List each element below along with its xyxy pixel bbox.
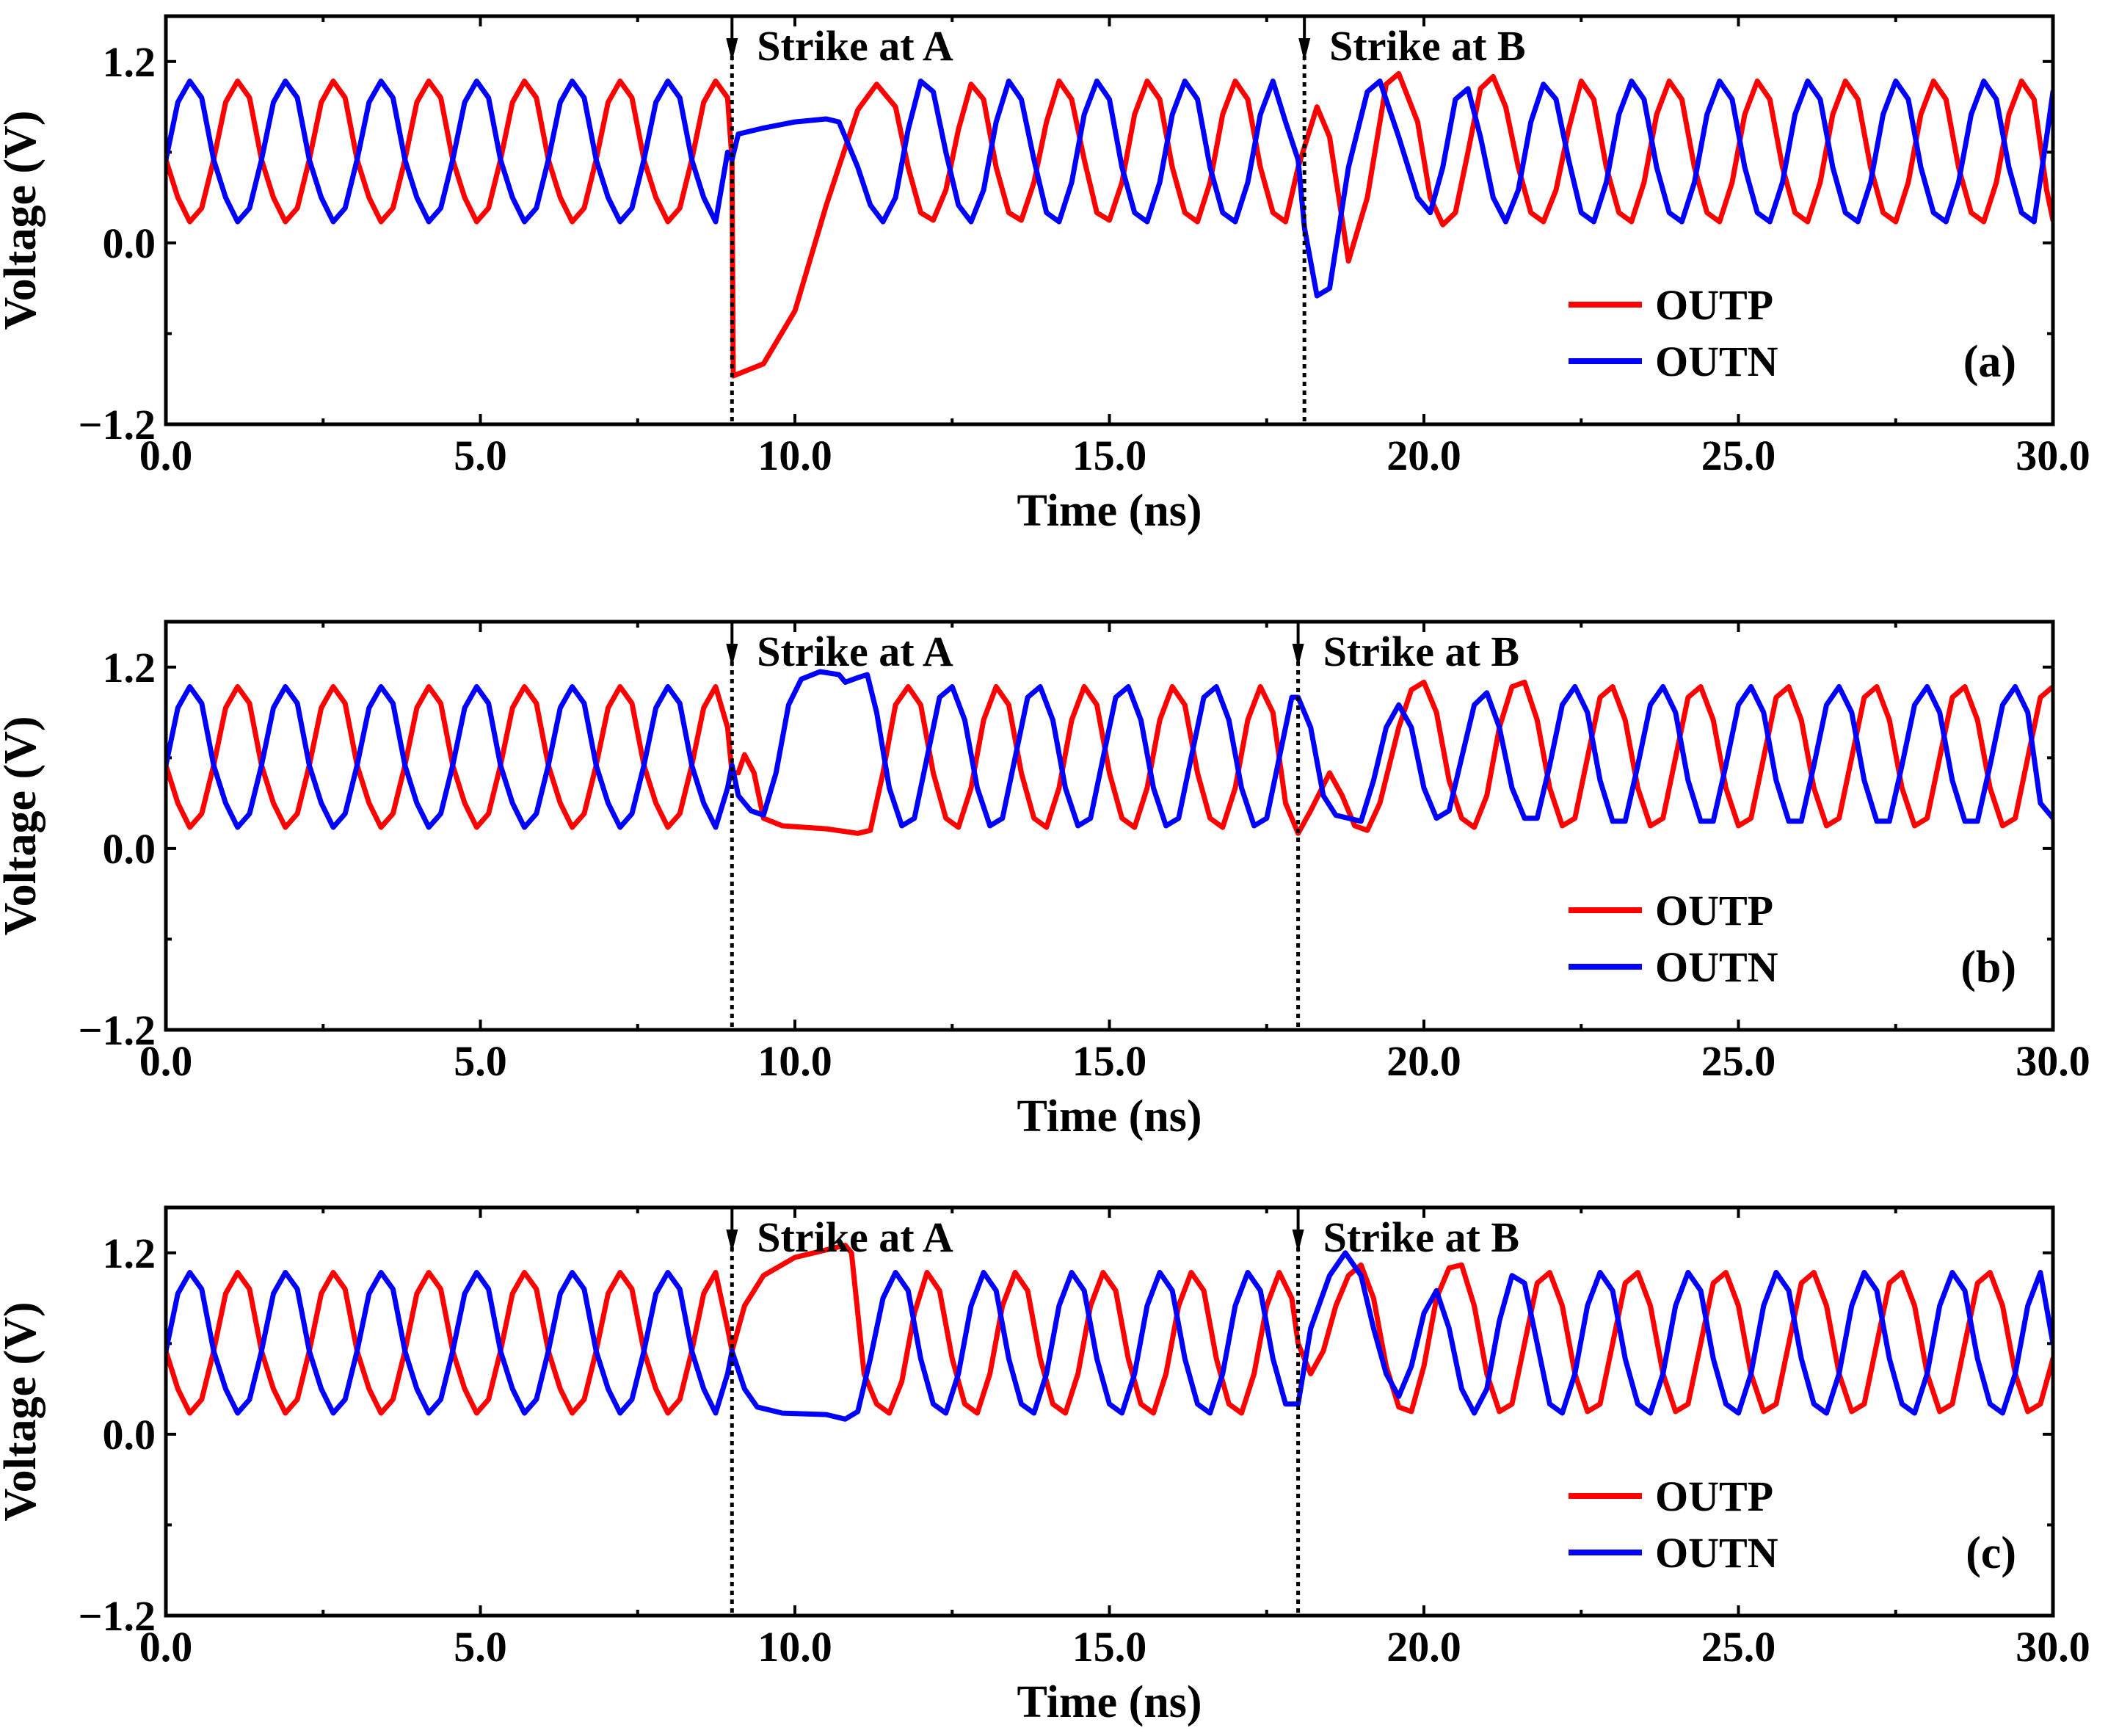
y-tick-label: −1.2 (78, 1592, 156, 1640)
series-outn-line (166, 1250, 2053, 1422)
down-arrow-icon (1292, 1230, 1304, 1253)
panels: 0.0 5.0 10.0 15.0 20.0 25.0 30.0−1.20.01.2Time… (0, 14, 2090, 1727)
down-arrow-icon (1298, 38, 1311, 62)
x-tick-label: 30.0 (2016, 1623, 2090, 1671)
y-tick-label: 0.0 (103, 1411, 156, 1459)
y-axis-label: Voltage (V) (0, 716, 46, 935)
x-tick-label: 30.0 (2016, 1037, 2090, 1085)
y-axis-label: Voltage (V) (0, 110, 46, 330)
y-tick-label: 1.2 (103, 644, 156, 691)
x-tick-label: 25.0 (1701, 1037, 1776, 1085)
panel-label: (b) (1960, 943, 2016, 992)
strike-annotation: Strike at B (1323, 628, 1519, 675)
x-tick-label: 5.0 (454, 1037, 507, 1085)
legend-label: OUTP (1655, 281, 1773, 329)
series-outn-line (166, 79, 2053, 299)
legend-label: OUTN (1655, 943, 1778, 991)
legend-label: OUTP (1655, 1472, 1773, 1520)
x-tick-label: 5.0 (454, 1623, 507, 1671)
x-axis-label: Time (ns) (1017, 1092, 1202, 1141)
legend-label: OUTN (1655, 1529, 1778, 1577)
x-tick-label: 0.0 (139, 1623, 193, 1671)
y-tick-label: 1.2 (103, 1230, 156, 1277)
y-tick-label: 1.2 (103, 38, 156, 86)
series-outp-line (166, 70, 2053, 379)
down-arrow-icon (726, 38, 738, 62)
x-tick-label: 20.0 (1386, 1623, 1461, 1671)
strike-annotation: Strike at A (757, 1213, 953, 1261)
plot-frame (164, 1205, 2055, 1618)
x-tick-label: 10.0 (757, 1623, 832, 1671)
y-tick-label: 0.0 (103, 219, 156, 267)
x-tick-label: 25.0 (1701, 1623, 1776, 1671)
chart-panel: 0.0 5.0 10.0 15.0 20.0 25.0 30.0−1.20.01.2Time… (0, 620, 2090, 1141)
down-arrow-icon (1292, 644, 1304, 667)
x-tick-label: 15.0 (1072, 1623, 1147, 1671)
x-tick-label: 20.0 (1386, 1037, 1461, 1085)
strike-annotation: Strike at B (1323, 1213, 1519, 1261)
x-tick-label: 0.0 (139, 432, 193, 479)
down-arrow-icon (726, 644, 738, 667)
strike-annotation: Strike at A (757, 22, 953, 70)
x-tick-label: 25.0 (1701, 432, 1776, 479)
y-tick-label: −1.2 (78, 1006, 156, 1054)
strike-annotation: Strike at A (757, 628, 953, 675)
x-tick-label: 0.0 (139, 1037, 193, 1085)
legend-label: OUTN (1655, 338, 1778, 385)
x-tick-label: 10.0 (757, 1037, 832, 1085)
strike-annotation: Strike at B (1329, 22, 1525, 70)
y-tick-label: 0.0 (103, 825, 156, 873)
panel-label: (c) (1966, 1528, 2016, 1578)
series-outp-line (166, 1243, 2053, 1416)
down-arrow-icon (726, 1230, 738, 1253)
plot-frame (164, 14, 2055, 426)
y-tick-label: −1.2 (78, 401, 156, 448)
x-tick-label: 20.0 (1386, 432, 1461, 479)
chart-panel: 0.0 5.0 10.0 15.0 20.0 25.0 30.0−1.20.01.2Time… (0, 14, 2090, 536)
panel-label: (a) (1963, 337, 2016, 387)
legend-label: OUTP (1655, 887, 1773, 934)
chart-panel: 0.0 5.0 10.0 15.0 20.0 25.0 30.0−1.20.01.2Time… (0, 1205, 2090, 1727)
x-tick-label: 5.0 (454, 432, 507, 479)
series-outp-line (166, 679, 2053, 836)
y-axis-label: Voltage (V) (0, 1301, 46, 1521)
x-axis-label: Time (ns) (1017, 486, 1202, 536)
x-tick-label: 10.0 (757, 432, 832, 479)
series-outn-line (166, 669, 2053, 830)
x-axis-label: Time (ns) (1017, 1677, 1202, 1727)
x-tick-label: 30.0 (2016, 432, 2090, 479)
x-tick-label: 15.0 (1072, 432, 1147, 479)
x-tick-label: 15.0 (1072, 1037, 1147, 1085)
plot-frame (164, 620, 2055, 1032)
